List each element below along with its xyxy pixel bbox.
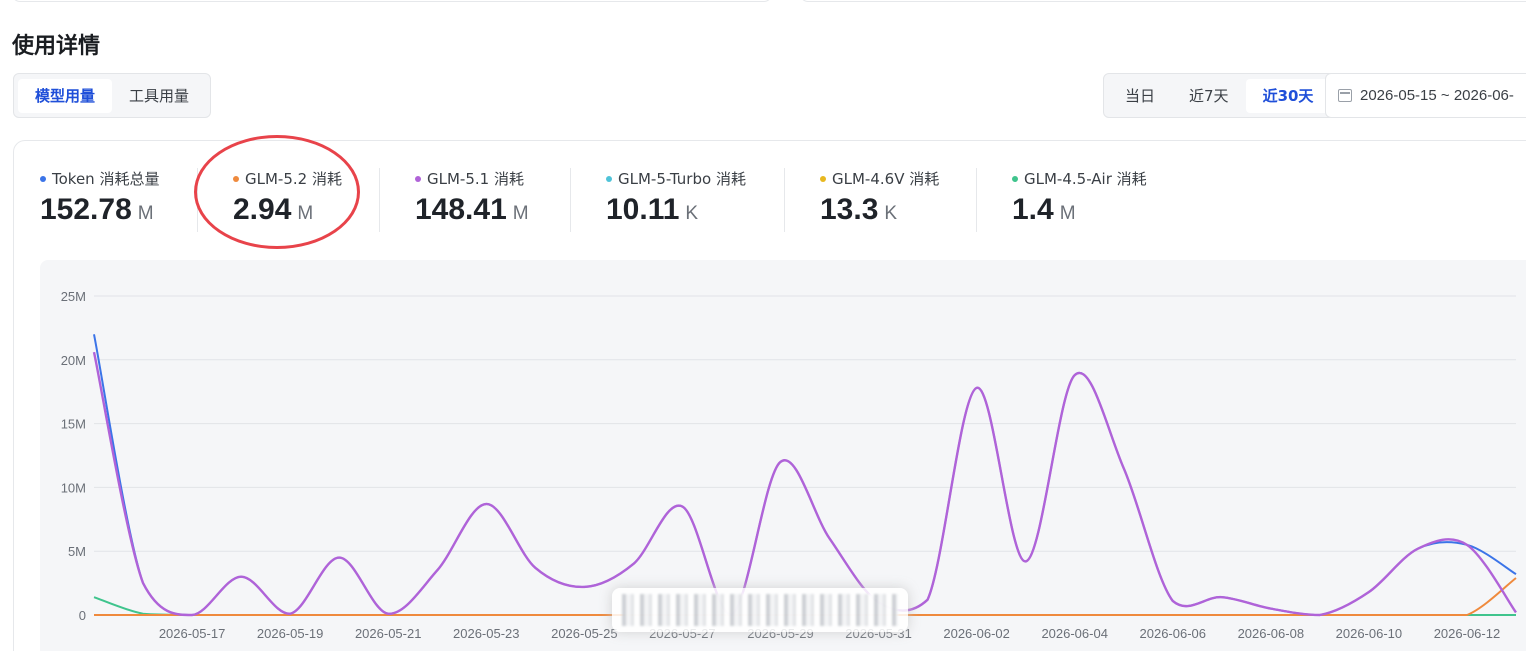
stat-unit: K	[884, 203, 898, 224]
chart-tooltip-blurred	[612, 588, 908, 632]
y-tick-label: 5M	[68, 544, 86, 559]
stat-label: GLM-5.2 消耗	[245, 170, 342, 188]
tab-tool-usage[interactable]: 工具用量	[129, 86, 190, 105]
stat-label: GLM-5.1 消耗	[427, 170, 524, 188]
stat-value: 152.78	[40, 193, 132, 226]
y-tick-label: 0	[79, 608, 86, 623]
stat-glm-5-1: GLM-5.1 消耗 148.41 M	[415, 168, 529, 234]
series-line-0	[93, 334, 1517, 616]
x-tick-label: 2026-06-02	[943, 626, 1010, 641]
x-tick-label: 2026-05-17	[159, 626, 226, 641]
stat-divider	[197, 168, 198, 232]
stat-glm-4-6v: GLM-4.6V 消耗 13.3 K	[820, 168, 939, 234]
legend-dot-icon	[415, 175, 421, 182]
x-tick-label: 2026-05-19	[257, 626, 324, 641]
stat-label: Token 消耗总量	[52, 170, 160, 188]
stat-value: 1.4	[1012, 193, 1054, 226]
legend-dot-icon	[820, 175, 826, 182]
y-tick-label: 15M	[61, 417, 86, 432]
stat-glm-4-5-air: GLM-4.5-Air 消耗 1.4 M	[1012, 168, 1147, 234]
stat-divider	[784, 168, 785, 232]
stat-unit: M	[512, 203, 529, 224]
stat-value: 2.94	[233, 193, 292, 226]
x-tick-label: 2026-06-04	[1041, 626, 1108, 641]
x-tick-label: 2026-06-06	[1140, 626, 1207, 641]
x-tick-label: 2026-05-21	[355, 626, 422, 641]
stat-divider	[379, 168, 380, 232]
legend-dot-icon	[1012, 175, 1018, 182]
stat-glm-5-2: GLM-5.2 消耗 2.94 M	[233, 168, 342, 234]
legend-dot-icon	[40, 175, 46, 182]
x-tick-label: 2026-06-12	[1434, 626, 1501, 641]
stat-value: 148.41	[415, 193, 507, 226]
stat-token-total: Token 消耗总量 152.78 M	[40, 168, 159, 234]
date-range-picker[interactable]: 2026-05-15 ~ 2026-06-	[1325, 73, 1526, 118]
usage-type-tabs: 模型用量 工具用量	[13, 73, 212, 118]
series-line-2	[92, 351, 1517, 617]
x-tick-label: 2026-06-10	[1336, 626, 1403, 641]
x-tick-label: 2026-05-23	[453, 626, 520, 641]
date-range-tabs: 当日 近7天 近30天	[1103, 73, 1336, 118]
chart-background	[40, 260, 1526, 651]
tab-last-30-days[interactable]: 近30天	[1245, 78, 1331, 113]
stat-unit: M	[137, 203, 154, 224]
x-tick-label: 2026-06-08	[1238, 626, 1305, 641]
stat-value: 10.11	[606, 193, 680, 226]
y-tick-label: 20M	[61, 353, 86, 368]
stat-divider	[976, 168, 977, 232]
stat-glm-5-turbo: GLM-5-Turbo 消耗 10.11 K	[606, 168, 746, 234]
calendar-icon	[1338, 89, 1352, 102]
section-title: 使用详情	[12, 34, 101, 59]
date-range-value: 2026-05-15 ~ 2026-06-	[1360, 87, 1514, 104]
stat-value: 13.3	[820, 193, 879, 226]
y-tick-label: 25M	[61, 289, 86, 304]
stat-label: GLM-5-Turbo 消耗	[618, 170, 746, 188]
stat-label: GLM-4.5-Air 消耗	[1024, 170, 1147, 188]
legend-dot-icon	[606, 175, 612, 182]
tab-last-7-days[interactable]: 近7天	[1189, 86, 1229, 105]
top-card-left	[12, 0, 772, 2]
top-card-right	[800, 0, 1526, 2]
stat-unit: M	[1059, 203, 1076, 224]
stat-divider	[570, 168, 571, 232]
y-tick-label: 10M	[61, 480, 86, 495]
stat-unit: M	[297, 203, 314, 224]
legend-dot-icon	[233, 175, 239, 182]
tab-model-usage[interactable]: 模型用量	[18, 78, 113, 113]
stat-unit: K	[685, 203, 699, 224]
x-tick-label: 2026-05-25	[551, 626, 618, 641]
stat-label: GLM-4.6V 消耗	[832, 170, 940, 188]
tab-today[interactable]: 当日	[1125, 86, 1156, 105]
